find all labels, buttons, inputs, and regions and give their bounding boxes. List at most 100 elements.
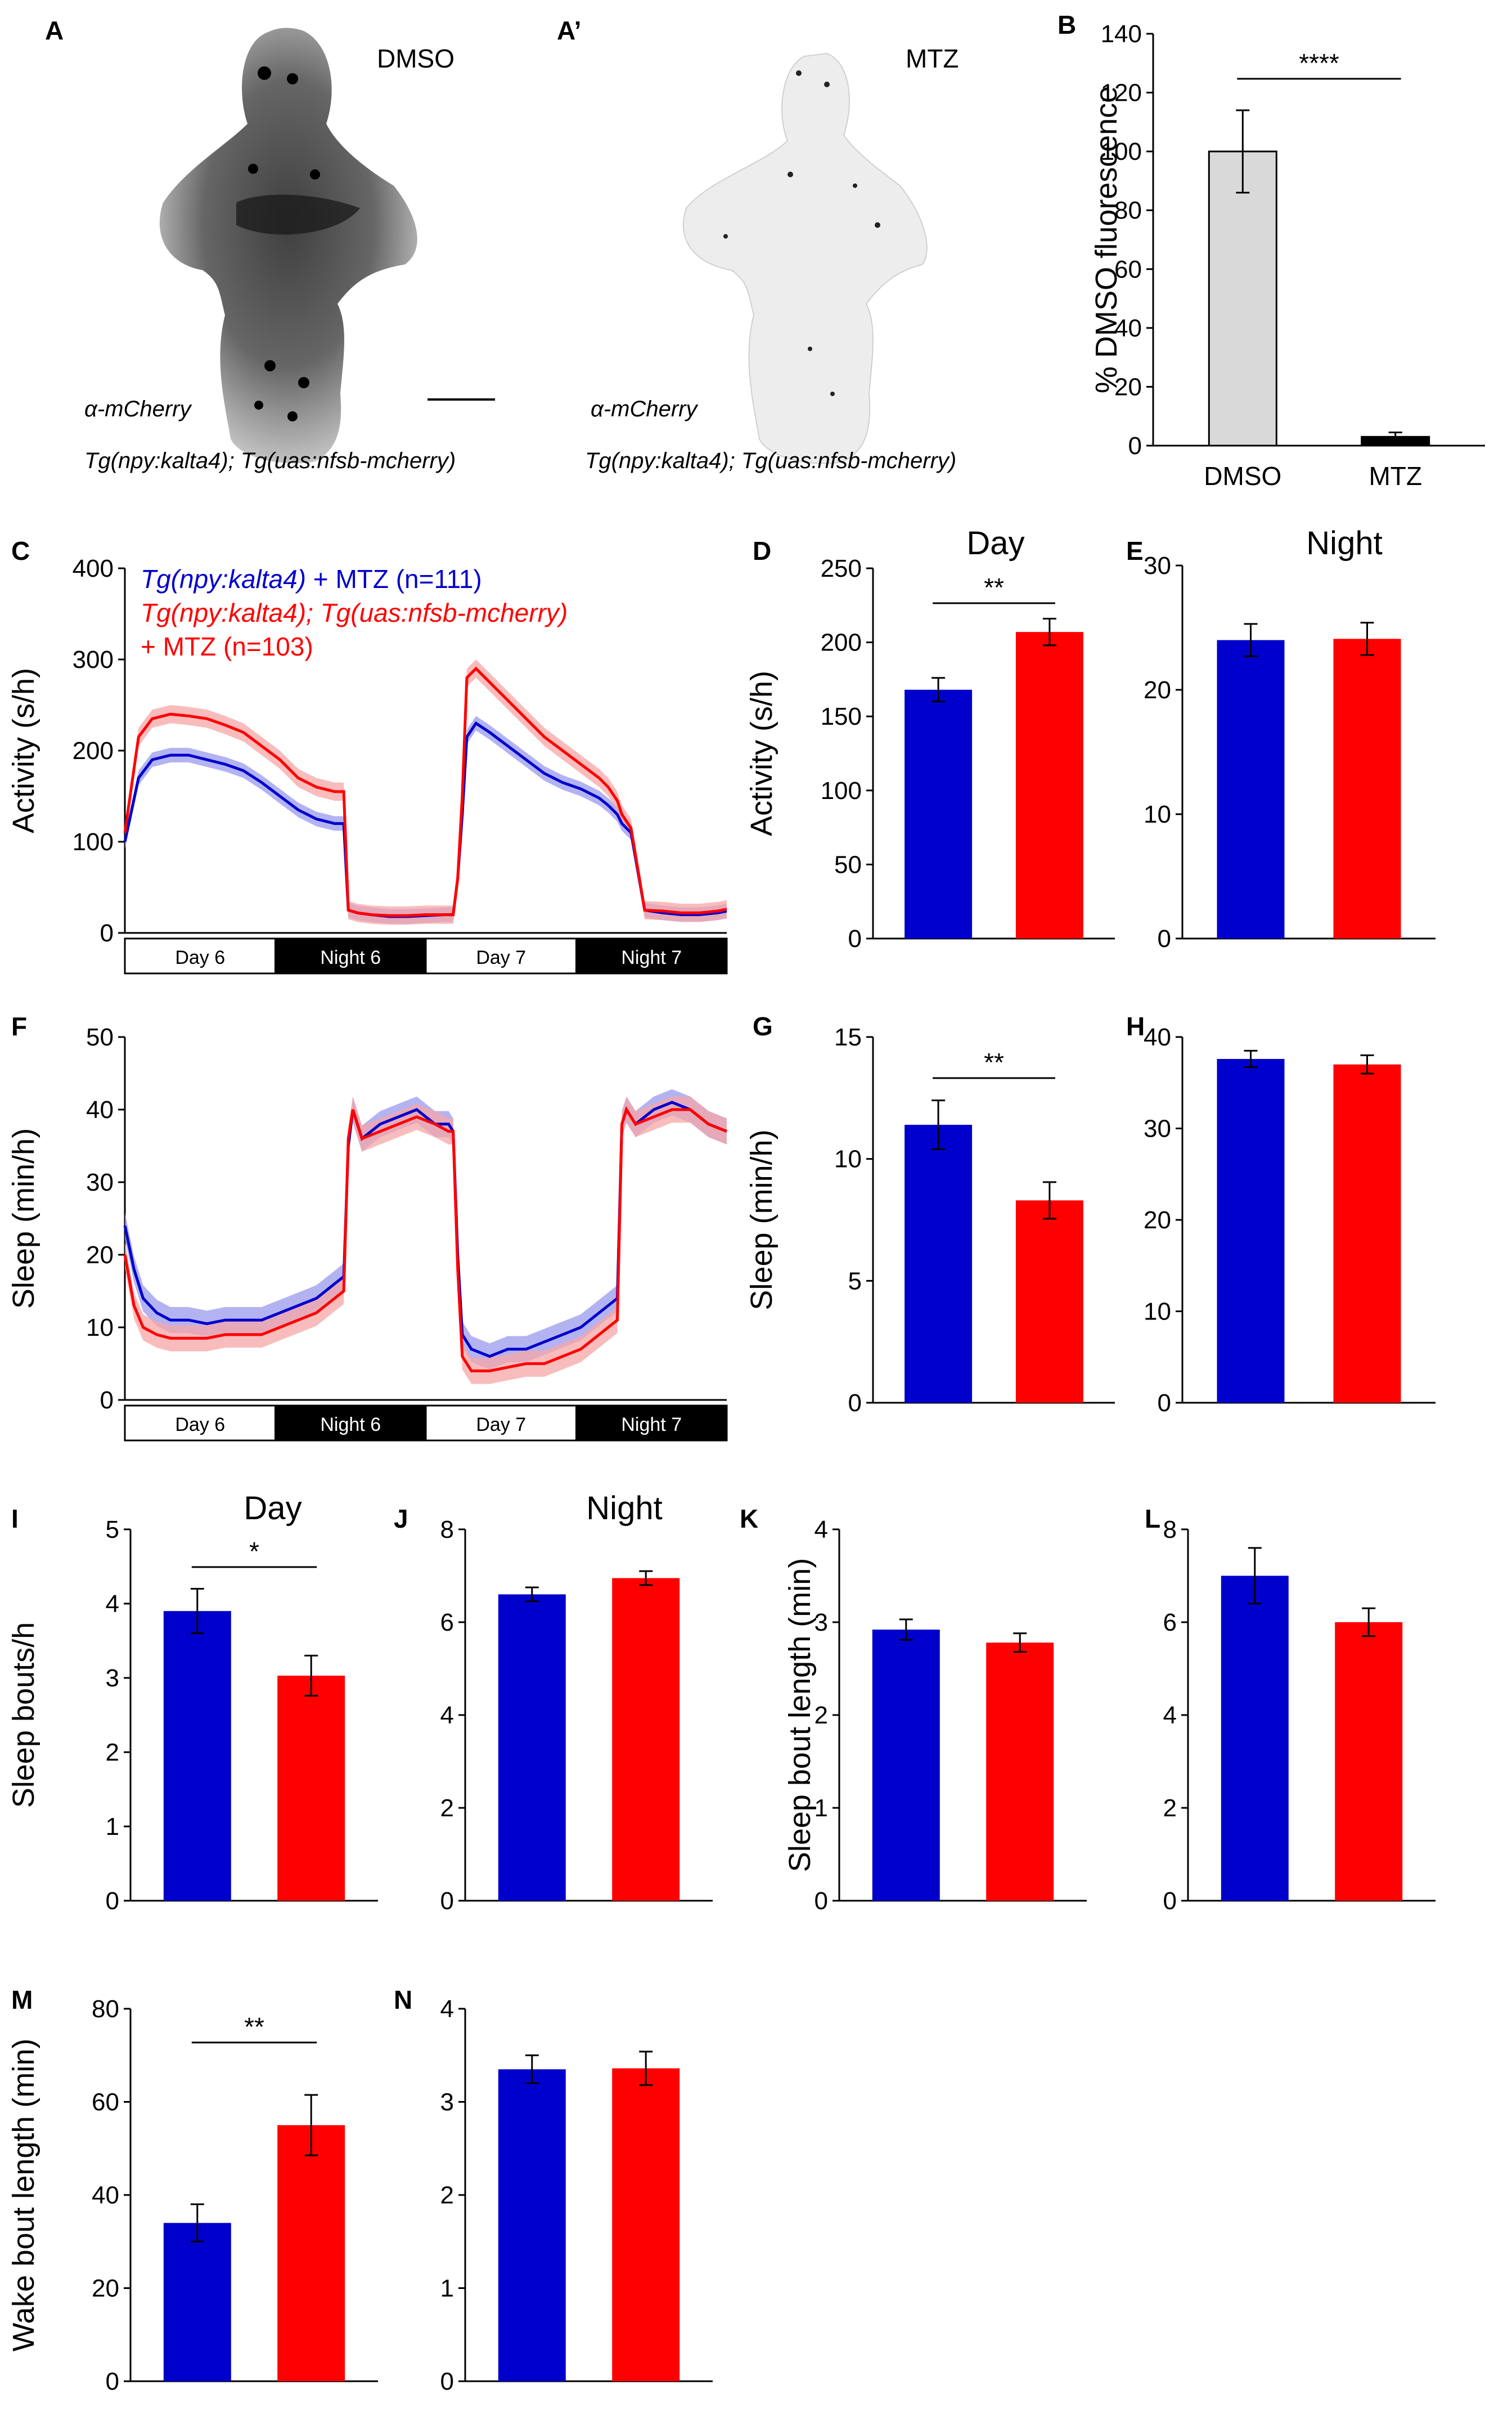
y-tick-label: 140 xyxy=(1101,20,1142,48)
chart-j: 0 2 4 6 8 J Night xyxy=(394,1490,713,1915)
brain-image-dmso xyxy=(159,28,417,464)
bar xyxy=(1221,1575,1289,1901)
panel-title: Night xyxy=(1306,525,1382,562)
y-tick-label: 0 xyxy=(440,1887,454,1915)
y-tick-label: 50 xyxy=(86,1024,114,1051)
bar xyxy=(612,1578,680,1901)
bar xyxy=(1208,150,1277,447)
y-tick-label: 8 xyxy=(1163,1516,1177,1543)
y-tick-label: 2 xyxy=(440,1794,454,1822)
y-tick-label: 4 xyxy=(1163,1702,1177,1729)
y-tick-label: 200 xyxy=(73,737,114,765)
bar xyxy=(1333,639,1401,939)
y-tick-label: 15 xyxy=(834,1024,862,1051)
bar xyxy=(1217,640,1285,939)
panel-a-prime: A’ MTZ α-mCherry Tg(npy:kalta4); Tg(uas:… xyxy=(557,16,959,473)
panel-label: I xyxy=(11,1504,19,1533)
bar xyxy=(277,2125,345,2381)
y-tick-label: 0 xyxy=(1163,1887,1177,1915)
y-tick-label: 1 xyxy=(106,1813,119,1841)
y-tick-label: 10 xyxy=(1144,1298,1171,1326)
legend-blue-rest: + MTZ (n=111) xyxy=(306,564,482,594)
panel-label: B xyxy=(1058,10,1076,39)
y-tick-label: 60 xyxy=(92,2089,119,2116)
night-band xyxy=(575,1404,728,1442)
y-tick-label: 0 xyxy=(1158,925,1171,953)
panel-a-genotype: Tg(npy:kalta4); Tg(uas:nfsb-mcherry) xyxy=(84,448,456,473)
legend-c: Tg(npy:kalta4) + MTZ (n=111) Tg(npy:kalt… xyxy=(141,564,568,661)
y-tick-label: 3 xyxy=(106,1664,119,1692)
series-line xyxy=(123,666,727,917)
y-tick-label: 4 xyxy=(440,1702,454,1729)
band-label: Night 7 xyxy=(621,947,682,968)
panel-a-antibody: α-mCherry xyxy=(84,397,192,421)
brain-image-mtz xyxy=(682,52,928,464)
y-axis-label: Sleep bout length (min) xyxy=(783,1558,817,1872)
panel-title: Night xyxy=(586,1490,662,1527)
y-tick-label: 0 xyxy=(1128,432,1142,460)
y-tick-label: 1 xyxy=(814,1794,828,1822)
y-tick-label: 2 xyxy=(440,2181,454,2209)
y-tick-label: 60 xyxy=(1114,255,1142,283)
y-tick-label: 150 xyxy=(821,703,862,730)
y-tick-label: 0 xyxy=(440,2368,454,2395)
day-band xyxy=(425,937,577,975)
bar xyxy=(986,1642,1054,1901)
y-tick-label: 50 xyxy=(834,851,862,878)
significance-stars: ** xyxy=(984,1048,1004,1077)
bar xyxy=(872,1630,940,1901)
y-tick-label: 100 xyxy=(73,828,114,856)
panel-a-title: DMSO xyxy=(377,44,454,73)
chart-i: 0 1 2 3 4 5 Sleep bouts/h I Day * xyxy=(7,1490,378,1915)
panel-label: L xyxy=(1145,1504,1160,1533)
y-tick-label: 3 xyxy=(814,1609,828,1636)
significance-stars: ** xyxy=(984,573,1004,602)
y-tick-label: 4 xyxy=(814,1516,828,1543)
y-tick-label: 30 xyxy=(1144,552,1171,580)
significance-stars: **** xyxy=(1299,48,1339,78)
chart-k: 0 1 2 3 4 Sleep bout length (min) K xyxy=(740,1504,1087,1915)
y-tick-label: 300 xyxy=(73,646,114,674)
y-axis-label: Activity (s/h) xyxy=(745,671,778,836)
y-tick-label: 4 xyxy=(106,1590,119,1618)
y-tick-label: 0 xyxy=(848,1389,862,1417)
band-label: Day 6 xyxy=(175,947,225,968)
chart-b: 0 20 40 60 80 100 120 140 % DMSO fluorescence B DM… xyxy=(1058,10,1485,491)
chart-g: 0 5 10 15 Sleep (min/h) G ** xyxy=(745,1012,1115,1417)
y-tick-label: 10 xyxy=(834,1146,862,1173)
y-axis-label: Sleep bouts/h xyxy=(7,1622,40,1808)
band-label: Night 6 xyxy=(320,947,381,968)
day-band xyxy=(425,1404,577,1442)
y-tick-label: 10 xyxy=(1144,801,1171,828)
night-band xyxy=(575,937,728,975)
panel-label: N xyxy=(394,1985,412,2014)
band-label: Day 7 xyxy=(476,1414,526,1435)
band-label: Day 7 xyxy=(476,947,526,968)
y-tick-label: 40 xyxy=(86,1096,114,1124)
y-tick-label: 40 xyxy=(1114,315,1142,342)
y-tick-label: 1 xyxy=(440,2275,454,2302)
panel-label: H xyxy=(1126,1012,1145,1041)
chart-c: 0 100 200 300 400 Activity (s/h) C Day 6 Night 6… xyxy=(7,536,728,975)
chart-h: 0 10 20 30 40H xyxy=(1126,1012,1436,1417)
bar xyxy=(904,1125,973,1403)
y-tick-label: 40 xyxy=(92,2181,119,2209)
panel-label: E xyxy=(1126,536,1144,565)
panel-a: A DMSO α-mCherry Tg(npy:kalta4); Tg(uas:… xyxy=(45,16,495,473)
y-tick-label: 0 xyxy=(106,1887,119,1915)
y-axis-label: Sleep (min/h) xyxy=(745,1129,778,1310)
series-line xyxy=(123,721,727,918)
bar xyxy=(1217,1059,1285,1403)
panel-label: F xyxy=(11,1012,27,1041)
y-tick-label: 40 xyxy=(1144,1024,1171,1051)
panel-label: J xyxy=(394,1504,408,1533)
bar xyxy=(163,1611,231,1901)
y-tick-label: 0 xyxy=(100,1386,114,1414)
y-axis-label: Wake bout length (min) xyxy=(7,2039,40,2351)
bar xyxy=(1333,1064,1401,1403)
y-tick-label: 5 xyxy=(106,1516,119,1543)
bar xyxy=(1015,1200,1083,1403)
y-tick-label: 3 xyxy=(440,2089,454,2116)
y-axis-label: Activity (s/h) xyxy=(7,668,40,833)
